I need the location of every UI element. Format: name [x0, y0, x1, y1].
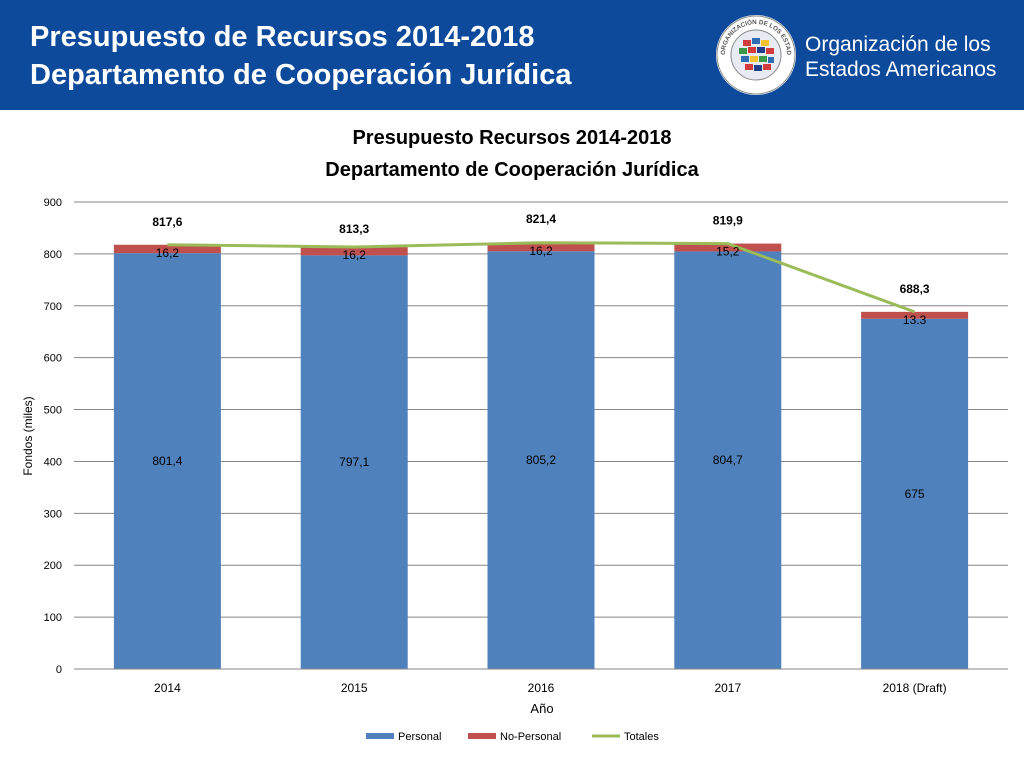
org-name-line2: Estados Americanos [805, 58, 997, 81]
label-total: 821,4 [526, 212, 556, 226]
seal-flags [739, 38, 774, 71]
y-tick-label: 200 [44, 560, 62, 572]
label-personal: 805,2 [526, 453, 556, 467]
y-axis-title: Fondos (miles) [21, 396, 35, 475]
label-personal: 797,1 [339, 455, 369, 469]
legend-swatch [468, 733, 496, 739]
oas-seal-logo: ORGANIZACIÓN DE LOS ESTADOS AMERICANOS [715, 14, 796, 95]
label-no-personal: 16,2 [156, 246, 180, 260]
x-tick-label: 2014 [154, 681, 181, 695]
bar-personal [674, 251, 782, 669]
header-banner: Presupuesto de Recursos 2014-2018 Depart… [0, 0, 1024, 110]
bar-personal [113, 253, 221, 669]
org-name-line1: Organización de los [805, 33, 991, 56]
y-tick-label: 900 [44, 197, 62, 209]
legend: Personal No-Personal Totales [366, 731, 659, 743]
legend-label: No-Personal [500, 731, 561, 743]
x-tick-label: 2016 [528, 681, 555, 695]
x-tick-label: 2017 [714, 681, 741, 695]
legend-swatch [366, 733, 394, 739]
bar-personal [300, 255, 408, 669]
legend-label: Totales [624, 731, 659, 743]
y-tick-label: 300 [44, 508, 62, 520]
y-tick-label: 600 [44, 353, 62, 365]
x-axis-title: Año [530, 701, 553, 716]
y-tick-label: 400 [44, 456, 62, 468]
label-total: 819,9 [713, 214, 743, 228]
label-no-personal: 13.3 [903, 313, 927, 327]
bar-no-personal [861, 311, 969, 319]
chart-title-line1: Presupuesto Recursos 2014-2018 [352, 127, 671, 149]
organization-name: Organización de los Estados Americanos [805, 32, 996, 82]
bar-no-personal [487, 242, 595, 252]
totales-line-group [167, 241, 916, 314]
chart-title-line2: Departamento de Cooperación Jurídica [325, 159, 699, 181]
bar-no-personal [300, 246, 408, 256]
bar-no-personal [674, 243, 782, 252]
budget-chart: Presupuesto Recursos 2014-2018 Departame… [21, 127, 1008, 743]
page-title-line1: Presupuesto de Recursos 2014-2018 [30, 21, 535, 53]
x-axis: 2014 2015 2016 2017 2018 (Draft) [74, 668, 1008, 695]
label-no-personal: 16,2 [529, 244, 553, 258]
data-labels: 801,4 16,2 797,1 16,2 805,2 16,2 804,7 15,2 675 1… [152, 212, 930, 501]
y-tick-label: 500 [44, 405, 62, 417]
label-total: 688,3 [900, 282, 930, 296]
y-tick-label: 700 [44, 301, 62, 313]
totales-line [167, 241, 916, 314]
label-total: 817,6 [152, 215, 182, 229]
chart-area: Presupuesto Recursos 2014-2018 Departame… [0, 110, 1024, 768]
bar-no-personal [113, 244, 221, 254]
label-personal: 804,7 [713, 453, 743, 467]
x-tick-label: 2018 (Draft) [883, 681, 947, 695]
y-tick-label: 0 [56, 664, 62, 676]
bar-personal [487, 251, 595, 669]
label-personal: 675 [905, 487, 925, 501]
y-tick-label: 100 [44, 612, 62, 624]
label-no-personal: 16,2 [343, 248, 367, 262]
page-title: Presupuesto de Recursos 2014-2018 Depart… [30, 18, 571, 94]
bars [113, 242, 969, 669]
label-total: 813,3 [339, 222, 369, 236]
legend-label: Personal [398, 731, 441, 743]
y-axis: 0 100 200 300 400 500 600 700 800 900 [44, 197, 62, 676]
y-tick-label: 800 [44, 249, 62, 261]
x-tick-label: 2015 [341, 681, 368, 695]
label-no-personal: 15,2 [716, 245, 740, 259]
page-title-line2: Departamento de Cooperación Jurídica [30, 59, 572, 91]
bar-personal [861, 318, 969, 669]
label-personal: 801,4 [152, 454, 182, 468]
